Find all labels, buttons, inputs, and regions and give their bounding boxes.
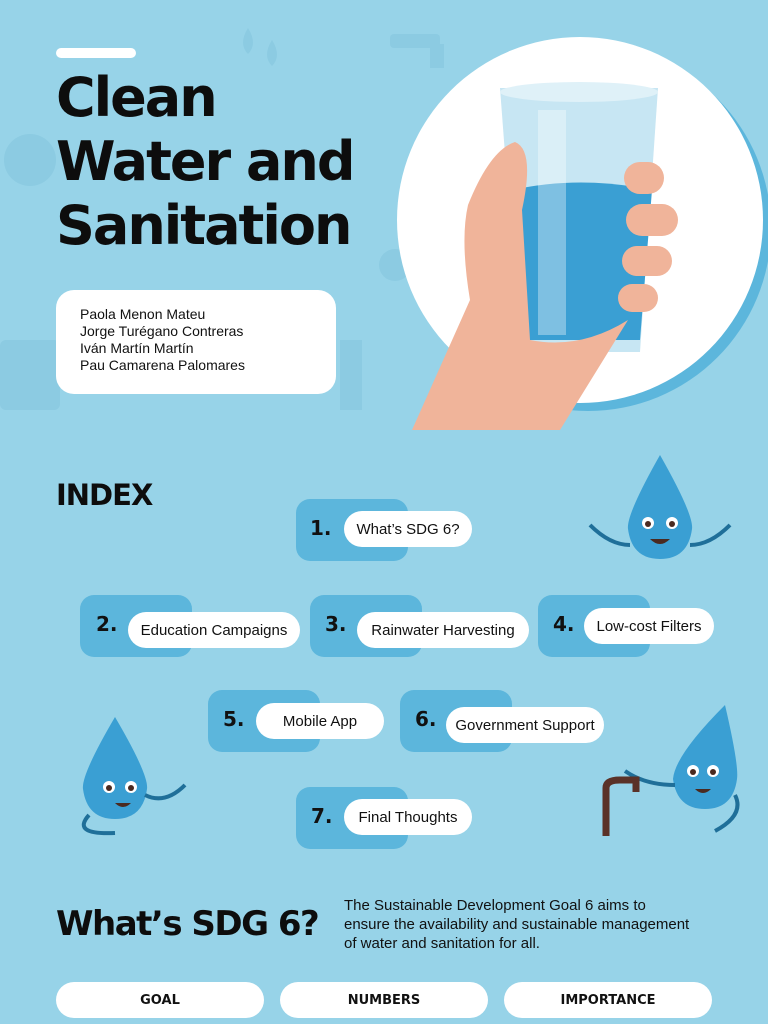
index-number: 7. <box>311 804 333 828</box>
author: Iván Martín Martín <box>80 340 194 356</box>
title-line: Water and <box>56 130 355 193</box>
index-number: 4. <box>553 612 575 636</box>
tab[interactable]: GOAL <box>56 982 264 1018</box>
index-link[interactable]: Low-cost Filters <box>584 608 714 644</box>
tab[interactable]: IMPORTANCE <box>504 982 712 1018</box>
droplet-characters <box>81 455 740 836</box>
index-link[interactable]: Mobile App <box>256 703 384 739</box>
author: Paola Menon Mateu <box>80 306 206 322</box>
authors-box: Paola Menon Mateu Jorge Turégano Contrer… <box>56 290 336 394</box>
accent-bar <box>56 48 136 58</box>
index-link[interactable]: Government Support <box>446 707 604 743</box>
index-heading: INDEX <box>56 478 153 512</box>
hand <box>412 142 678 430</box>
author: Pau Camarena Palomares <box>80 357 245 373</box>
glass <box>500 82 658 352</box>
index-link[interactable]: Rainwater Harvesting <box>357 612 529 648</box>
title-line: Sanitation <box>56 194 352 257</box>
index-link[interactable]: Education Campaigns <box>128 612 300 648</box>
section-description: The Sustainable Development Goal 6 aims … <box>344 897 690 952</box>
index-number: 5. <box>223 707 245 731</box>
author: Jorge Turégano Contreras <box>80 323 244 339</box>
section-heading: What’s SDG 6? <box>56 904 320 944</box>
index-number: 6. <box>415 707 437 731</box>
index-number: 2. <box>96 612 118 636</box>
title-line: Clean <box>56 66 218 129</box>
index-link[interactable]: Final Thoughts <box>344 799 472 835</box>
index-number: 3. <box>325 612 347 636</box>
index-link[interactable]: What’s SDG 6? <box>344 511 472 547</box>
tab[interactable]: NUMBERS <box>280 982 488 1018</box>
index-number: 1. <box>310 516 332 540</box>
